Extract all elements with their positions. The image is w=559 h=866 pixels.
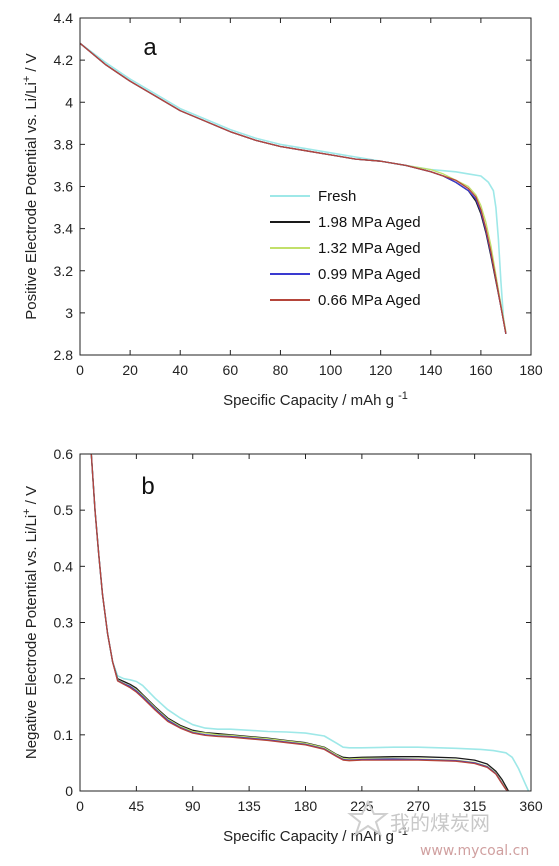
y-tick-label: 3.8 <box>54 136 74 152</box>
watermark-main-text: 我的煤炭网 <box>390 811 490 835</box>
y-axis-label-tail: / V <box>23 53 40 76</box>
legend-entry-label: 1.98 MPa Aged <box>318 214 421 231</box>
y-tick-label: 0.5 <box>54 502 74 518</box>
series-line-fresh <box>79 42 507 335</box>
x-tick-label: 180 <box>519 362 543 378</box>
y-tick-label: 2.8 <box>54 347 74 363</box>
y-axis-label: Positive Electrode Potential vs. Li/Li+ … <box>21 53 40 320</box>
chart-panel-a: 0 20 40 60 80 100 120 140 160 180 2.8 3 3.2 3.4 3.6 3.8… <box>21 10 543 409</box>
plot-frame <box>79 453 532 792</box>
x-tick-label: 90 <box>185 798 201 814</box>
plot-frame <box>79 17 532 356</box>
y-axis-label-main: Positive Electrode Potential vs. Li/Li <box>23 82 40 320</box>
y-tick-label: 3.2 <box>54 263 74 279</box>
x-axis-label: Specific Capacity / mAh g -1 <box>223 826 408 845</box>
series-line-198mpa <box>90 453 509 792</box>
x-tick-label: 315 <box>463 798 487 814</box>
y-tick-label: 0.2 <box>54 671 74 687</box>
legend-entry-label: 1.32 MPa Aged <box>318 240 421 257</box>
x-tick-label: 60 <box>223 362 239 378</box>
x-tick-label: 100 <box>319 362 343 378</box>
chart-panel-b: 0 45 90 135 180 225 270 315 36000.10.20.30.40.50… <box>21 446 543 845</box>
x-tick-label: 135 <box>237 798 261 814</box>
y-axis-label-sup: + <box>21 76 33 82</box>
y-tick-label: 0.6 <box>54 446 74 462</box>
x-tick-label: 140 <box>419 362 443 378</box>
y-axis-label-sup: + <box>21 508 33 514</box>
y-tick-label: 0 <box>65 783 73 799</box>
y-tick-label: 4.2 <box>54 52 74 68</box>
y-tick-label: 0.4 <box>54 558 74 574</box>
series-line-066mpa <box>90 453 508 792</box>
y-tick-label: 4.4 <box>54 10 74 26</box>
x-axis-label-sup: -1 <box>398 390 408 402</box>
x-axis-label-main: Specific Capacity / mAh g <box>223 828 398 845</box>
x-tick-label: 360 <box>519 798 543 814</box>
series-line-066mpa <box>79 42 507 335</box>
y-tick-label: 3.4 <box>54 221 74 237</box>
y-tick-label: 3 <box>65 305 73 321</box>
x-tick-label: 40 <box>172 362 188 378</box>
x-tick-label: 20 <box>122 362 138 378</box>
x-tick-label: 160 <box>469 362 493 378</box>
legend-entry-label: 0.99 MPa Aged <box>318 266 421 283</box>
y-tick-label: 0.1 <box>54 727 74 743</box>
y-axis-label: Negative Electrode Potential vs. Li/Li+ … <box>21 486 40 759</box>
x-tick-label: 0 <box>76 798 84 814</box>
x-axis-label-sup: -1 <box>398 826 408 838</box>
y-tick-label: 3.6 <box>54 179 74 195</box>
series-line-132mpa <box>90 453 508 792</box>
panel-label: b <box>141 473 154 500</box>
series-line-fresh <box>90 453 530 792</box>
x-tick-label: 270 <box>407 798 431 814</box>
x-tick-label: 0 <box>76 362 84 378</box>
x-tick-label: 180 <box>294 798 318 814</box>
legend-entry-label: 0.66 MPa Aged <box>318 292 421 309</box>
y-axis-label-tail: / V <box>23 486 40 509</box>
y-tick-label: 4 <box>65 94 73 110</box>
watermark-url-text: www.mycoal.cn <box>420 843 529 859</box>
x-axis-label-main: Specific Capacity / mAh g <box>223 392 398 409</box>
x-tick-label: 80 <box>273 362 289 378</box>
x-tick-label: 45 <box>129 798 145 814</box>
x-tick-label: 120 <box>369 362 393 378</box>
watermark-logo-icon <box>347 799 389 837</box>
watermark: 我的煤炭网 www.mycoal.cn <box>347 799 529 859</box>
legend-entry-label: Fresh <box>318 188 356 205</box>
x-axis-label: Specific Capacity / mAh g -1 <box>223 390 408 409</box>
panel-label: a <box>143 34 157 61</box>
series-line-099mpa <box>90 453 508 792</box>
legend: Fresh 1.98 MPa Aged 1.32 MPa Aged 0.99 MPa … <box>270 188 421 309</box>
y-tick-label: 0.3 <box>54 615 74 631</box>
y-axis-label-main: Negative Electrode Potential vs. Li/Li <box>23 515 40 759</box>
